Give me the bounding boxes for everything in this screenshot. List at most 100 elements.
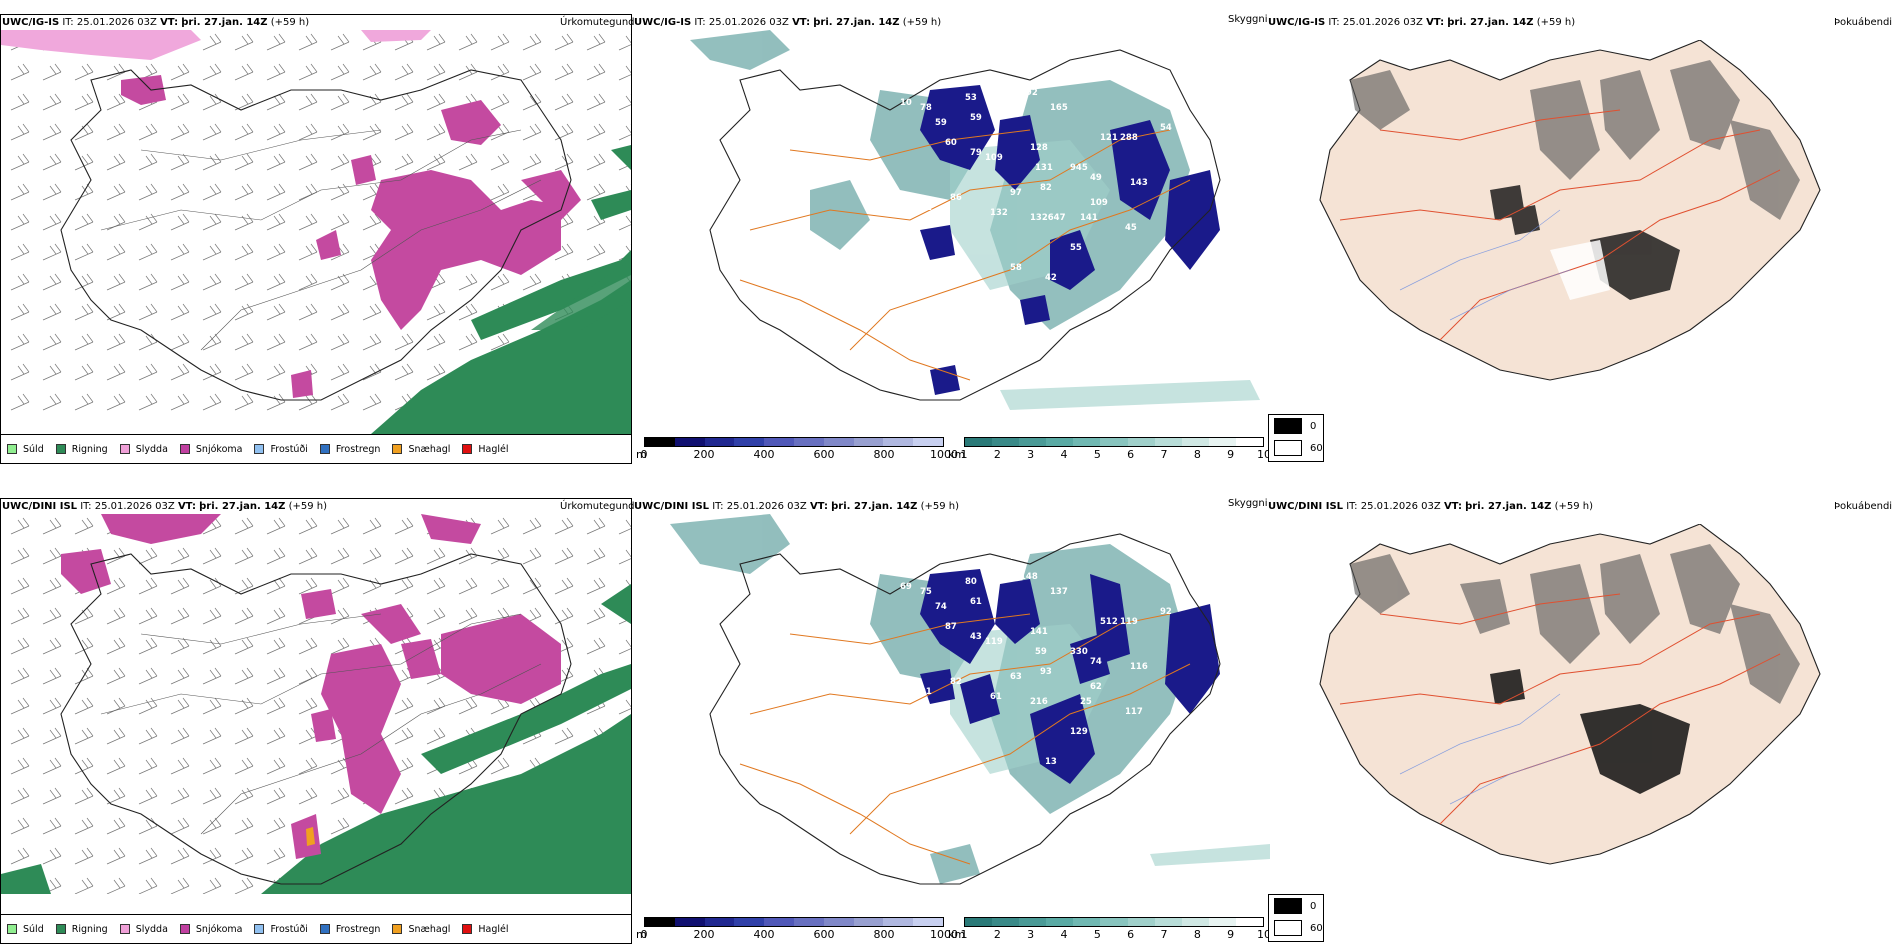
wind-barb (202, 333, 222, 351)
colorbar-segment (1073, 438, 1101, 446)
fog-legend-row: 0 (1269, 415, 1323, 437)
wind-barb (426, 607, 446, 625)
wind-barb (106, 757, 126, 775)
wind-barb (170, 363, 190, 381)
vt-value: þri. 27.jan. 14Z (813, 17, 900, 28)
wind-barb (330, 183, 350, 201)
wind-barb (202, 123, 222, 141)
legend-item: Snjókoma (179, 924, 242, 935)
wind-barb (490, 757, 510, 775)
wind-barb (330, 63, 350, 81)
colorbar-segment (704, 438, 735, 446)
wind-barb (298, 517, 318, 535)
wind-barb (42, 153, 62, 171)
it-label: IT: (62, 17, 74, 28)
wind-barb (202, 183, 222, 201)
colorbar-tick: 800 (873, 928, 895, 941)
vt-value: þri. 27.jan. 14Z (199, 501, 286, 512)
fog-legend-row: 60 (1269, 437, 1323, 459)
cloud-base-value: 109 (985, 153, 1003, 163)
legend-item: Rigning (55, 444, 108, 455)
panel3-name: Þokuábendi (1834, 501, 1893, 512)
wind-barb (106, 877, 126, 894)
vt-value: þri. 27.jan. 14Z (181, 17, 268, 28)
wind-barb (330, 577, 350, 595)
wind-barb (522, 517, 542, 535)
colorbar-segment (1181, 438, 1209, 446)
panel3-title: UWC/DINI ISL IT: 25.01.2026 03Z VT: þri.… (1268, 501, 1593, 512)
wind-barb (298, 153, 318, 171)
panel3-title: UWC/IG-IS IT: 25.01.2026 03Z VT: þri. 27… (1268, 17, 1575, 28)
wind-barb (138, 273, 158, 291)
wind-barb (458, 273, 478, 291)
wind-barb (42, 727, 62, 745)
wind-barb (330, 93, 350, 111)
wind-barb (362, 123, 382, 141)
wind-barb (10, 123, 30, 141)
wind-barb (170, 667, 190, 685)
cloud-base-value: 43 (970, 632, 982, 642)
colorbar-tick: 400 (753, 448, 775, 461)
wind-barb (10, 577, 30, 595)
wind-barb (586, 243, 606, 261)
wind-barb (266, 697, 286, 715)
wind-barb (586, 547, 606, 565)
wind-barb (10, 363, 30, 381)
wind-barb (362, 213, 382, 231)
wind-barb (74, 697, 94, 715)
wind-barb (42, 757, 62, 775)
cloud-base-value: 129 (1070, 727, 1088, 737)
cloud-base-value: 119 (1120, 617, 1138, 627)
wind-barb (522, 123, 542, 141)
wind-barb (42, 243, 62, 261)
wind-barb (394, 577, 414, 595)
cloud-base-value: 166 (780, 63, 798, 73)
wind-barb (458, 303, 478, 321)
wind-barb (170, 153, 190, 171)
cloudbase-ticks: 0 200 400 600 800 1000 (641, 928, 959, 942)
colorbar-tick: 600 (813, 448, 835, 461)
wind-barb (170, 697, 190, 715)
wind-barb (138, 547, 158, 565)
cloud-base-value: 512 (1100, 617, 1118, 627)
wind-barb (42, 363, 62, 381)
colorbar-segment (853, 918, 884, 926)
wind-barb (170, 847, 190, 865)
wind-barb (106, 847, 126, 865)
colorbar-tick: 9 (1227, 448, 1235, 461)
wind-barb (426, 547, 446, 565)
legend-swatch (462, 924, 473, 934)
cloud-base-value: 82 (950, 677, 962, 687)
wind-barb (170, 93, 190, 111)
wind-barb (234, 817, 254, 835)
colorbar-segment (1127, 438, 1155, 446)
wind-barb (74, 93, 94, 111)
cloud-base-value: 945 (1070, 163, 1088, 173)
wind-barb (618, 638, 631, 655)
wind-barb (266, 333, 286, 351)
cloud-base-value: 25 (1080, 697, 1092, 707)
wind-barb (170, 63, 190, 81)
wind-barb (394, 153, 414, 171)
wind-barb (234, 637, 254, 655)
it-value: 25.01.2026 03Z (76, 17, 157, 28)
colorbar-segment (1100, 918, 1128, 926)
legend-item: Slydda (119, 444, 168, 455)
colorbar-segment (883, 438, 914, 446)
wind-barb (10, 333, 30, 351)
colorbar-tick: 7 (1160, 928, 1168, 941)
wind-barb (458, 153, 478, 171)
cloud-base-value: 119 (985, 637, 1003, 647)
wind-barb (106, 637, 126, 655)
legend-label: Haglél (478, 923, 509, 935)
wind-barb (10, 183, 30, 201)
wind-barb (490, 33, 510, 51)
wind-barb (202, 757, 222, 775)
colorbar-segment (1154, 918, 1182, 926)
wind-barb (234, 63, 254, 81)
roads (739, 129, 1191, 381)
wind-barb (10, 727, 30, 745)
wind-barb (170, 183, 190, 201)
wind-barb (458, 697, 478, 715)
